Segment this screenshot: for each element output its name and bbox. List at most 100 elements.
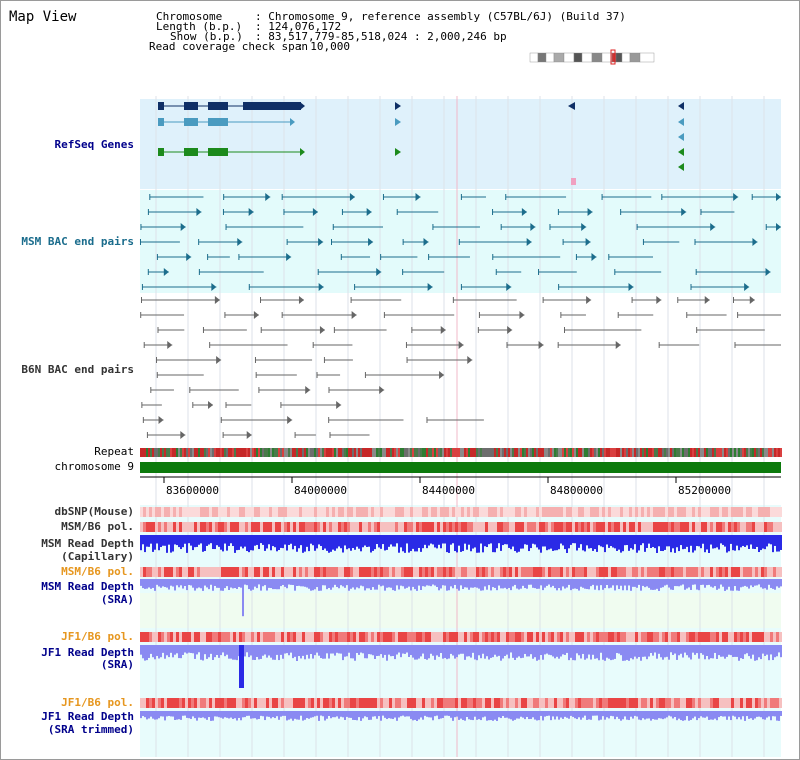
repeat-mark [496,448,498,457]
repeat-mark [738,448,740,457]
read-depth-bar [678,711,680,719]
polymorphism-strip [365,698,368,708]
repeat-mark [706,448,708,457]
polymorphism-strip [200,567,203,577]
read-depth-bar [154,579,156,591]
track-label-repeat[interactable]: Repeat [94,445,134,458]
polymorphism-strip [167,632,170,642]
polymorphism-strip [722,567,725,577]
read-depth-bar [256,579,258,589]
track-label-msm-depth-capillary[interactable]: MSM Read Depth [41,537,134,550]
read-depth-bar [220,645,222,656]
repeat-mark [728,448,730,457]
polymorphism-strip [629,507,632,517]
polymorphism-strip [680,507,683,517]
track-label-msm-depth-sra-sub[interactable]: (SRA) [100,593,134,606]
track-label-jf1-depth-trimmed-sub[interactable]: (SRA trimmed) [47,723,134,736]
read-depth-bar [236,711,238,721]
read-depth-bar [594,535,596,550]
polymorphism-strip [302,507,305,517]
track-label-msm-pol-2[interactable]: MSM/B6 pol. [61,565,134,578]
polymorphism-strip [545,698,548,708]
read-depth-bar [738,645,740,661]
polymorphism-strip [776,522,779,532]
read-depth-bar [554,535,556,551]
read-depth-bar [158,579,160,587]
track-label-msm-depth-sra[interactable]: MSM Read Depth [41,580,134,593]
repeat-mark [486,448,488,457]
read-depth-bar [566,535,568,553]
read-depth-bar [276,579,278,590]
read-depth-bar [390,535,392,545]
read-depth-bar [602,711,604,717]
repeat-mark [228,448,230,457]
read-depth-bar [440,535,442,549]
track-label-b6n-bac[interactable]: B6N BAC end pairs [21,363,134,376]
track-label-msm-bac[interactable]: MSM BAC end pairs [21,235,134,248]
polymorphism-strip [554,507,557,517]
polymorphism-strip [590,567,593,577]
read-depth-bar [546,535,548,551]
polymorphism-strip [539,567,542,577]
polymorphism-strip [776,507,779,517]
track-label-jf1-depth-sra-sub[interactable]: (SRA) [100,658,134,671]
bac-end-arrow [467,356,473,364]
polymorphism-strip [728,522,731,532]
polymorphism-strip [617,567,620,577]
track-label-dbsnp[interactable]: dbSNP(Mouse) [54,505,134,518]
read-depth-bar [608,579,610,589]
track-label-jf1-pol-2[interactable]: JF1/B6 pol. [61,696,134,709]
read-depth-bar [474,645,476,660]
track-label-refseq[interactable]: RefSeq Genes [54,138,134,151]
polymorphism-strip [605,632,608,642]
track-label-msm-pol[interactable]: MSM/B6 pol. [61,520,134,533]
read-depth-bar [214,711,216,717]
track-label-jf1-depth-trimmed[interactable]: JF1 Read Depth [41,710,134,723]
repeat-mark [376,448,378,457]
track-label-jf1-pol[interactable]: JF1/B6 pol. [61,630,134,643]
repeat-mark [214,448,216,457]
read-depth-bar [758,535,760,553]
repeat-mark [714,448,716,457]
read-depth-bar [578,579,580,591]
polymorphism-strip [275,507,278,517]
track-label-msm-depth-capillary-sub[interactable]: (Capillary) [61,550,134,563]
read-depth-bar [144,579,146,589]
polymorphism-strip [416,632,419,642]
read-depth-bar [586,535,588,546]
polymorphism-strip [539,522,542,532]
polymorphism-strip [470,632,473,642]
read-depth-bar [384,535,386,551]
read-depth-bar [664,579,666,586]
polymorphism-strip [236,567,239,577]
polymorphism-strip [278,698,281,708]
read-depth-bar [230,535,232,544]
repeat-mark [508,448,510,457]
read-depth-bar [742,535,744,546]
read-depth-bar [746,579,748,587]
repeat-mark [532,448,534,457]
polymorphism-strip [260,632,263,642]
repeat-mark [186,448,188,457]
polymorphism-strip [464,632,467,642]
track-label-jf1-depth-sra[interactable]: JF1 Read Depth [41,646,134,659]
repeat-mark [250,448,252,457]
polymorphism-strip [668,698,671,708]
polymorphism-strip [617,522,620,532]
read-depth-bar [626,645,628,660]
track-label-chromosome[interactable]: chromosome 9 [54,460,134,473]
polymorphism-strip [542,522,545,532]
polymorphism-strip [692,507,695,517]
read-depth-bar [628,579,630,586]
read-depth-bar [190,579,192,586]
polymorphism-strip [167,522,170,532]
repeat-mark [652,448,654,457]
polymorphism-strip [512,567,515,577]
read-depth-bar [362,645,364,654]
read-depth-bar [548,645,550,655]
read-depth-bar [264,535,266,551]
read-depth-bar [772,711,774,717]
polymorphism-strip [416,507,419,517]
read-depth-bar [328,579,330,588]
